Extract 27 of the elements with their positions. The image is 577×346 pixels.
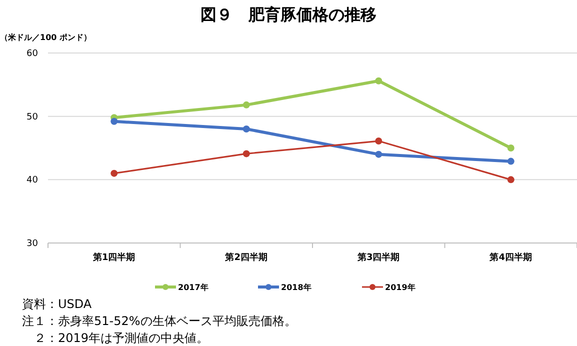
point	[375, 150, 382, 158]
text: 資料：USDA	[22, 297, 92, 311]
point	[375, 138, 382, 145]
point	[242, 101, 250, 108]
y-tick-label: 60	[26, 49, 38, 59]
text: ２：2019年は予測値の中央値。	[22, 331, 209, 345]
point	[375, 77, 382, 84]
legend-label: 2018年	[281, 283, 312, 292]
point	[242, 126, 250, 132]
x-tick-label: 第1四半期	[92, 252, 136, 263]
y-axis-title: （米ドル／100 ポンド）	[0, 33, 92, 42]
point	[110, 170, 118, 177]
y-tick-label: 40	[26, 176, 38, 186]
point	[507, 176, 514, 184]
x-tick-label: 第2四半期	[224, 252, 268, 263]
x-tick-label: 第3四半期	[356, 252, 400, 263]
y-tick-label: 50	[26, 112, 38, 122]
chart-title: 図９ 肥育豚価格の推移	[200, 5, 376, 24]
x-tick-label: 第4四半期	[488, 252, 532, 263]
point	[507, 144, 514, 152]
y-tick-label: 30	[26, 239, 38, 249]
point	[242, 150, 250, 158]
legend-label: 2019年	[385, 283, 416, 292]
point	[507, 158, 514, 165]
text: 注１：赤身率51-52%の生体ベース平均販売価格。	[22, 314, 296, 328]
point	[110, 118, 118, 125]
legend-label: 2017年	[178, 283, 208, 292]
